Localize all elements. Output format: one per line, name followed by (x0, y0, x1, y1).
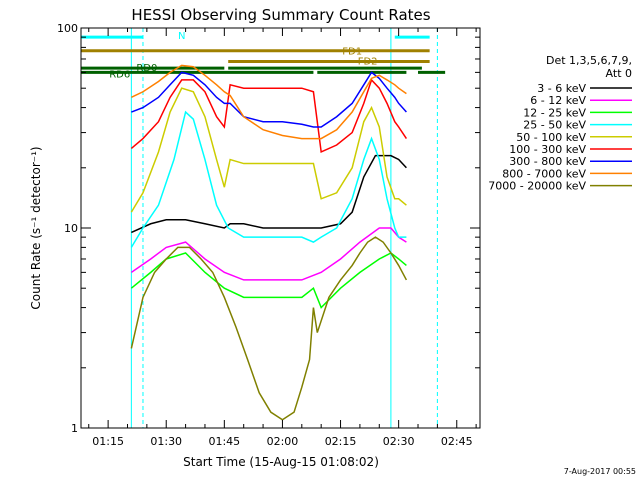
legend-label-2: 12 - 25 keV (523, 106, 586, 119)
x-axis-label: Start Time (15-Aug-15 01:08:02) (183, 455, 379, 469)
series-line-2 (130, 252, 407, 309)
chart-title: HESSI Observing Summary Count Rates (131, 6, 430, 24)
legend-label-4: 50 - 100 keV (516, 131, 586, 144)
series-line-3 (130, 110, 407, 248)
series-line-0 (131, 154, 407, 234)
legend-label-1: 6 - 12 keV (530, 94, 586, 107)
series-line-8 (130, 236, 408, 421)
series-line-4 (130, 87, 407, 213)
footer-date: 7-Aug-2017 00:55 (564, 467, 636, 476)
flag-label-rd6: RD6 (109, 69, 130, 80)
legend-label-6: 300 - 800 keV (509, 155, 586, 168)
y-tick-label: 10 (64, 222, 78, 235)
y-axis-label: Count Rate (s⁻¹ detector⁻¹) (29, 146, 43, 309)
series-line-6 (131, 71, 407, 128)
legend-label-5: 100 - 300 keV (509, 143, 586, 156)
y-tick-label: 1 (71, 422, 78, 435)
flag-label-rd0: RD0 (136, 63, 157, 74)
legend-header-2: Att 0 (606, 67, 632, 80)
x-tick-label: 01:45 (208, 435, 240, 448)
x-tick-label: 02:45 (441, 435, 473, 448)
legend-label-8: 7000 - 20000 keV (488, 180, 586, 193)
legend-label-3: 25 - 50 keV (523, 119, 586, 132)
flag-label-fd1: FD1 (342, 47, 362, 58)
y-tick-label: 100 (57, 22, 78, 35)
legend-label-0: 3 - 6 keV (537, 82, 586, 95)
series-line-1 (130, 227, 407, 281)
x-tick-label: 02:30 (383, 435, 415, 448)
flag-label-n: N (178, 31, 185, 42)
x-tick-label: 02:15 (325, 435, 357, 448)
x-tick-label: 02:00 (267, 435, 299, 448)
x-tick-label: 01:30 (150, 435, 182, 448)
legend-label-7: 800 - 7000 keV (502, 167, 586, 180)
x-tick-label: 01:15 (92, 435, 124, 448)
series-line-5 (130, 78, 408, 154)
series-line-7 (131, 64, 407, 140)
legend-header-1: Det 1,3,5,6,7,9, (546, 54, 632, 67)
flag-label-fd2: FD2 (358, 56, 378, 67)
